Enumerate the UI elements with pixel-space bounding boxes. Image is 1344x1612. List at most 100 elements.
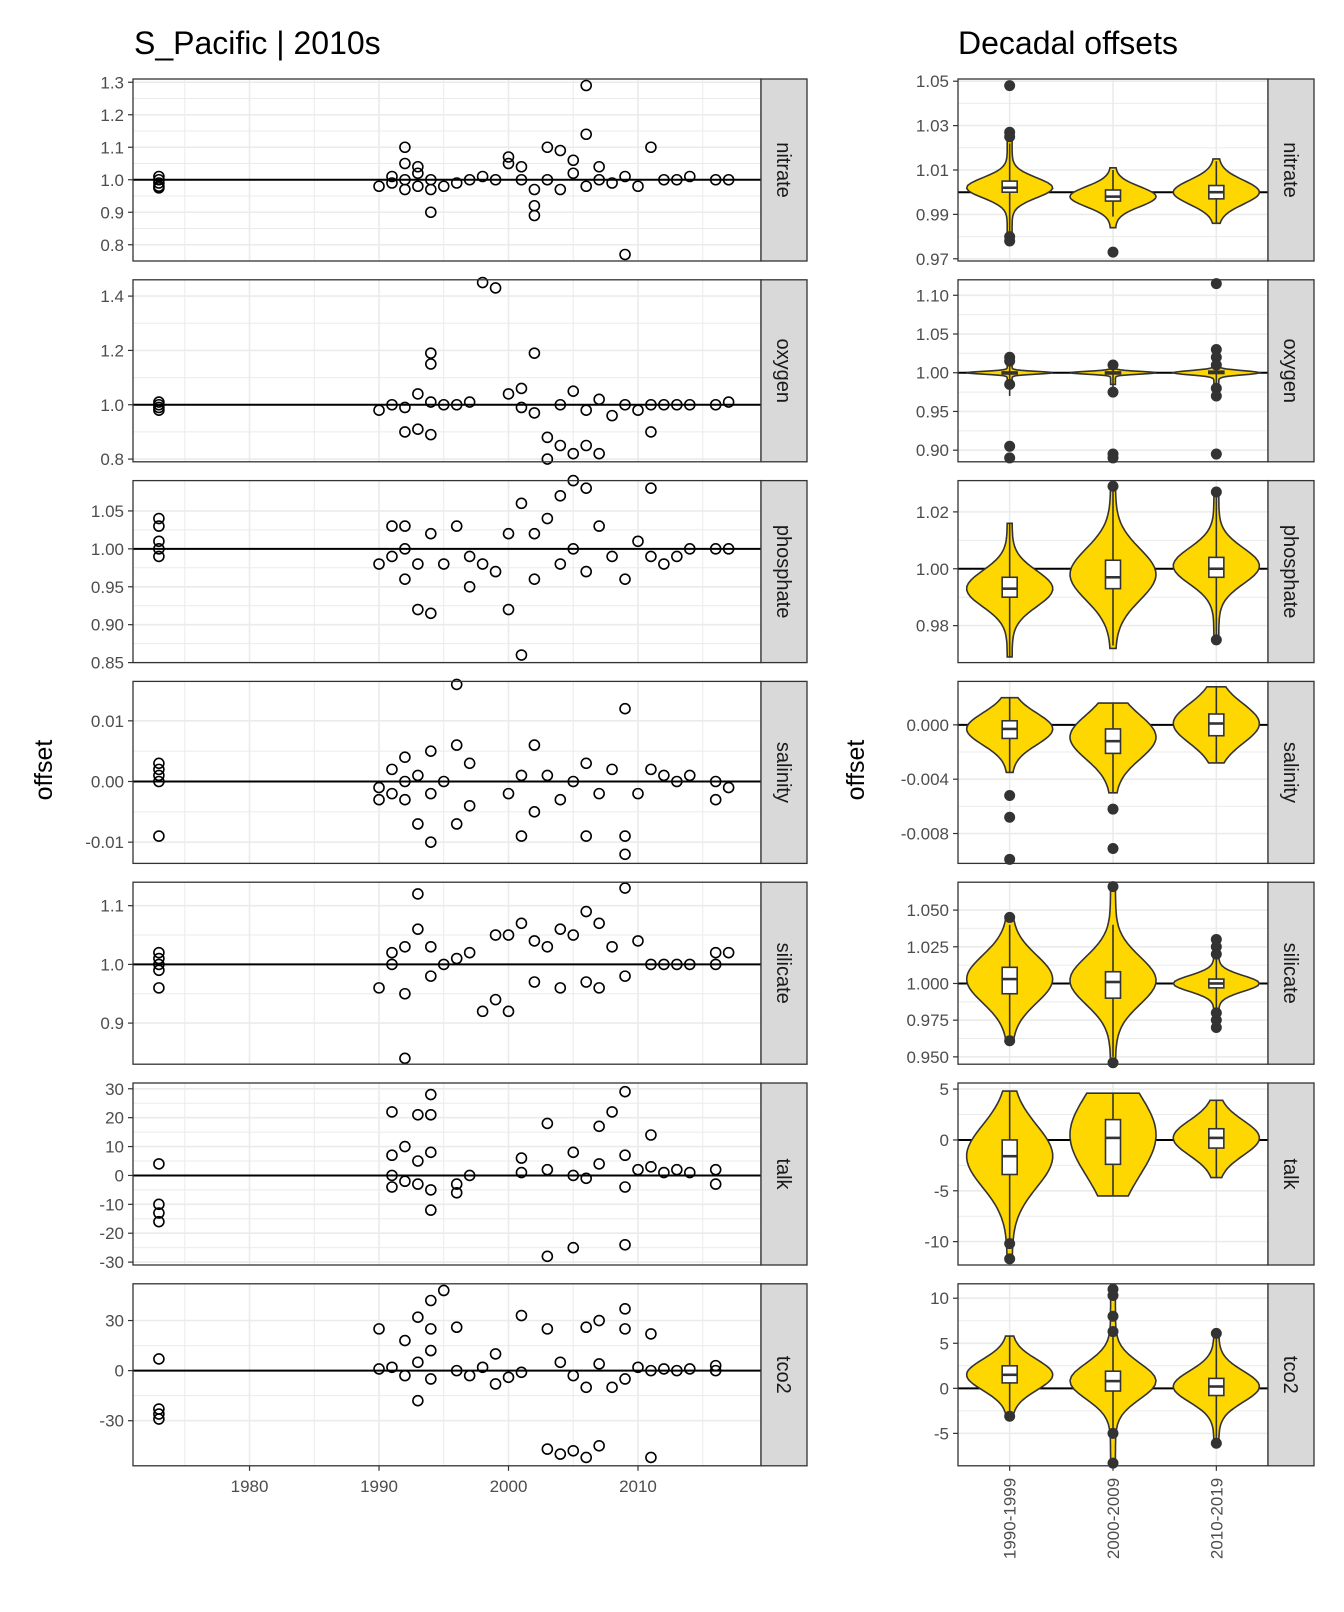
scatter-point: [619, 1238, 631, 1251]
scatter-point: [489, 993, 502, 1006]
scatter-point: [450, 520, 463, 532]
scatter-point: [412, 1155, 424, 1167]
scatter-point: [463, 799, 476, 812]
scatter-point: [632, 935, 644, 947]
violin-y-tick-label: 0.98: [916, 617, 949, 636]
violin-x-tick-label: 2000-2009: [1104, 1478, 1123, 1559]
scatter-point: [425, 745, 437, 757]
scatter-point: [606, 1106, 618, 1118]
scatter-point: [502, 151, 515, 163]
scatter-facet-label: silicate: [772, 943, 794, 1004]
scatter-point: [153, 952, 165, 965]
scatter-panel-talk: -30 -20 -10 0 10 20 30 talk: [99, 1080, 808, 1272]
scatter-point: [153, 958, 165, 971]
scatter-point: [399, 940, 411, 953]
scatter-point: [683, 398, 696, 411]
scatter-point: [554, 558, 567, 570]
scatter-point: [515, 1166, 528, 1179]
scatter-point: [619, 573, 631, 585]
violin-y-tick-label: 0: [940, 1379, 949, 1398]
scatter-point: [386, 550, 398, 563]
scatter-point: [153, 1198, 165, 1211]
violin-facet-label: tco2: [1279, 1356, 1301, 1394]
scatter-point: [709, 1178, 722, 1190]
scatter-point: [619, 970, 631, 982]
violin-y-tick-label: 0.000: [906, 716, 949, 735]
scatter-point: [619, 1303, 631, 1315]
scatter-point: [528, 935, 541, 947]
scatter-point: [502, 388, 515, 400]
scatter-point: [399, 157, 411, 170]
scatter-facet-strip: [760, 1082, 808, 1266]
scatter-point: [450, 739, 463, 751]
scatter-point: [450, 678, 463, 691]
scatter-point: [619, 1149, 631, 1162]
scatter-point: [412, 160, 424, 173]
scatter-point: [502, 157, 515, 170]
scatter-point: [683, 543, 696, 555]
scatter-point: [619, 882, 631, 894]
scatter-y-tick-label: 1.00: [91, 540, 124, 559]
scatter-point: [489, 282, 502, 294]
scatter-point: [463, 757, 476, 770]
box-outlier: [1210, 486, 1222, 498]
scatter-y-tick-label: 1.05: [91, 502, 124, 521]
scatter-point: [153, 775, 165, 788]
scatter-point: [386, 958, 398, 971]
scatter-facet-label: tco2: [772, 1356, 794, 1394]
scatter-point: [515, 497, 528, 510]
box: [1104, 559, 1122, 590]
scatter-point: [425, 173, 437, 186]
box-outlier: [1107, 842, 1119, 854]
scatter-point: [619, 170, 631, 183]
violin-y-tick-label: 0: [940, 1131, 949, 1150]
scatter-point: [580, 1381, 592, 1394]
violin-y-tick-label: 1.10: [916, 286, 949, 305]
scatter-point: [412, 1311, 424, 1323]
scatter-point: [645, 1328, 657, 1340]
violin-facet-label: talk: [1279, 1158, 1301, 1190]
scatter-point: [399, 573, 411, 585]
scatter-point: [567, 1369, 580, 1382]
scatter-point: [671, 1364, 683, 1377]
scatter-point: [606, 1381, 618, 1394]
scatter-point: [425, 527, 437, 540]
scatter-point: [709, 1359, 722, 1372]
scatter-point: [658, 1166, 670, 1179]
scatter-point: [554, 793, 567, 806]
scatter-point: [476, 276, 489, 289]
scatter-y-tick-label: 10: [105, 1138, 124, 1157]
scatter-point: [463, 1369, 476, 1382]
scatter-point: [554, 398, 567, 411]
scatter-point: [671, 958, 683, 971]
scatter-point: [425, 1204, 437, 1216]
scatter-point: [373, 781, 385, 794]
scatter-point: [399, 793, 411, 806]
box-outlier: [1107, 452, 1119, 464]
scatter-y-tick-label: 1.2: [100, 341, 124, 360]
scatter-point: [412, 180, 424, 193]
violin-facet-label: nitrate: [1279, 142, 1301, 198]
scatter-point: [386, 398, 398, 411]
scatter-point: [683, 1363, 696, 1375]
violin-facet-label: phosphate: [1279, 525, 1301, 618]
scatter-y-tick-label: 0.9: [100, 1014, 124, 1033]
scatter-point: [153, 769, 165, 782]
scatter-point: [709, 543, 722, 555]
scatter-point: [476, 1361, 489, 1374]
scatter-y-tick-label: 0.8: [100, 450, 124, 469]
scatter-point: [683, 769, 696, 782]
scatter-panel-nitrate: 0.8 0.9 1.0 1.1 1.2 1.3 nitrate: [100, 73, 808, 262]
scatter-point: [709, 946, 722, 959]
scatter-point: [593, 173, 605, 186]
violin-x-tick-label: 2010-2019: [1207, 1478, 1226, 1559]
scatter-y-tick-label: -30: [99, 1253, 124, 1272]
scatter-point: [463, 580, 476, 593]
scatter-point: [606, 550, 618, 563]
violin-y-tick-label: -0.008: [901, 825, 949, 844]
scatter-point: [373, 793, 385, 806]
scatter-point: [580, 565, 592, 578]
scatter-point: [606, 177, 618, 189]
scatter-point: [425, 1294, 437, 1307]
